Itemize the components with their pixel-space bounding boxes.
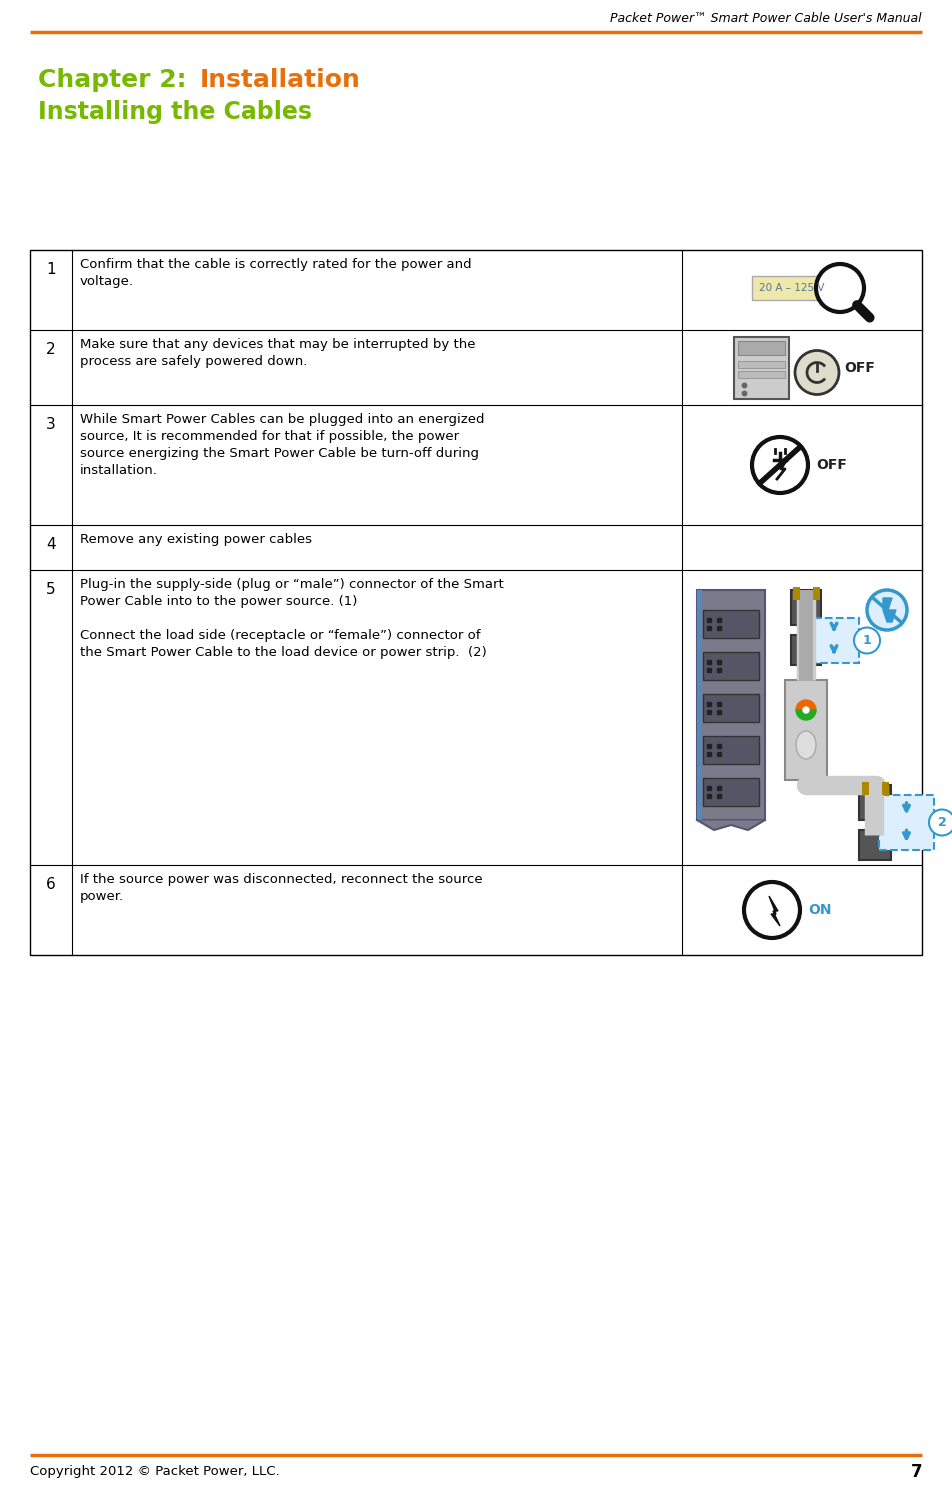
Text: 5: 5 — [47, 582, 56, 597]
Text: Installing the Cables: Installing the Cables — [38, 100, 312, 124]
Bar — [703, 694, 759, 722]
Text: Remove any existing power cables: Remove any existing power cables — [80, 534, 312, 546]
Text: 20 A – 125 V: 20 A – 125 V — [760, 283, 824, 293]
Bar — [809, 617, 859, 662]
Text: Plug-in the supply-side (plug or “male”) connector of the Smart
Power Cable into: Plug-in the supply-side (plug or “male”)… — [80, 579, 504, 659]
Text: Installation: Installation — [200, 67, 361, 93]
Bar — [703, 777, 759, 806]
Wedge shape — [796, 710, 816, 721]
Bar — [752, 277, 832, 300]
Bar — [738, 341, 785, 354]
Bar — [859, 785, 891, 819]
Circle shape — [867, 591, 907, 629]
Circle shape — [854, 628, 880, 653]
Text: Chapter 2:: Chapter 2: — [38, 67, 195, 93]
Circle shape — [929, 809, 952, 836]
Text: If the source power was disconnected, reconnect the source
power.: If the source power was disconnected, re… — [80, 873, 483, 903]
Polygon shape — [769, 896, 780, 925]
Bar — [697, 591, 765, 819]
Text: 2: 2 — [47, 342, 56, 357]
Wedge shape — [796, 700, 816, 710]
Text: 3: 3 — [46, 417, 56, 432]
Bar — [791, 635, 821, 665]
Text: While Smart Power Cables can be plugged into an energized
source, It is recommen: While Smart Power Cables can be plugged … — [80, 413, 485, 477]
Circle shape — [803, 707, 809, 713]
Polygon shape — [883, 598, 896, 622]
Text: 1: 1 — [47, 262, 56, 277]
Bar — [30, 250, 922, 955]
Bar — [738, 371, 785, 378]
Text: 4: 4 — [47, 537, 56, 552]
Text: 7: 7 — [910, 1464, 922, 1482]
Circle shape — [816, 265, 864, 312]
Text: Packet Power™ Smart Power Cable User's Manual: Packet Power™ Smart Power Cable User's M… — [610, 12, 922, 24]
Bar — [859, 830, 891, 860]
Text: 6: 6 — [46, 878, 56, 893]
Text: Make sure that any devices that may be interrupted by the
process are safely pow: Make sure that any devices that may be i… — [80, 338, 475, 368]
Bar — [791, 591, 821, 625]
Text: OFF: OFF — [816, 457, 847, 472]
Bar — [703, 610, 759, 638]
Bar — [879, 795, 934, 851]
Circle shape — [752, 437, 808, 493]
Text: 2: 2 — [938, 816, 946, 830]
Bar — [785, 680, 827, 780]
Bar — [697, 591, 702, 819]
Text: Copyright 2012 © Packet Power, LLC.: Copyright 2012 © Packet Power, LLC. — [30, 1465, 280, 1479]
Text: OFF: OFF — [844, 360, 875, 375]
Circle shape — [795, 350, 839, 395]
Bar — [734, 336, 789, 399]
Text: ON: ON — [808, 903, 831, 916]
Bar — [703, 736, 759, 764]
Text: Confirm that the cable is correctly rated for the power and
voltage.: Confirm that the cable is correctly rate… — [80, 259, 471, 289]
Bar — [738, 360, 785, 368]
Circle shape — [744, 882, 800, 937]
Ellipse shape — [796, 731, 816, 759]
Bar — [703, 652, 759, 680]
Text: 1: 1 — [863, 634, 871, 647]
